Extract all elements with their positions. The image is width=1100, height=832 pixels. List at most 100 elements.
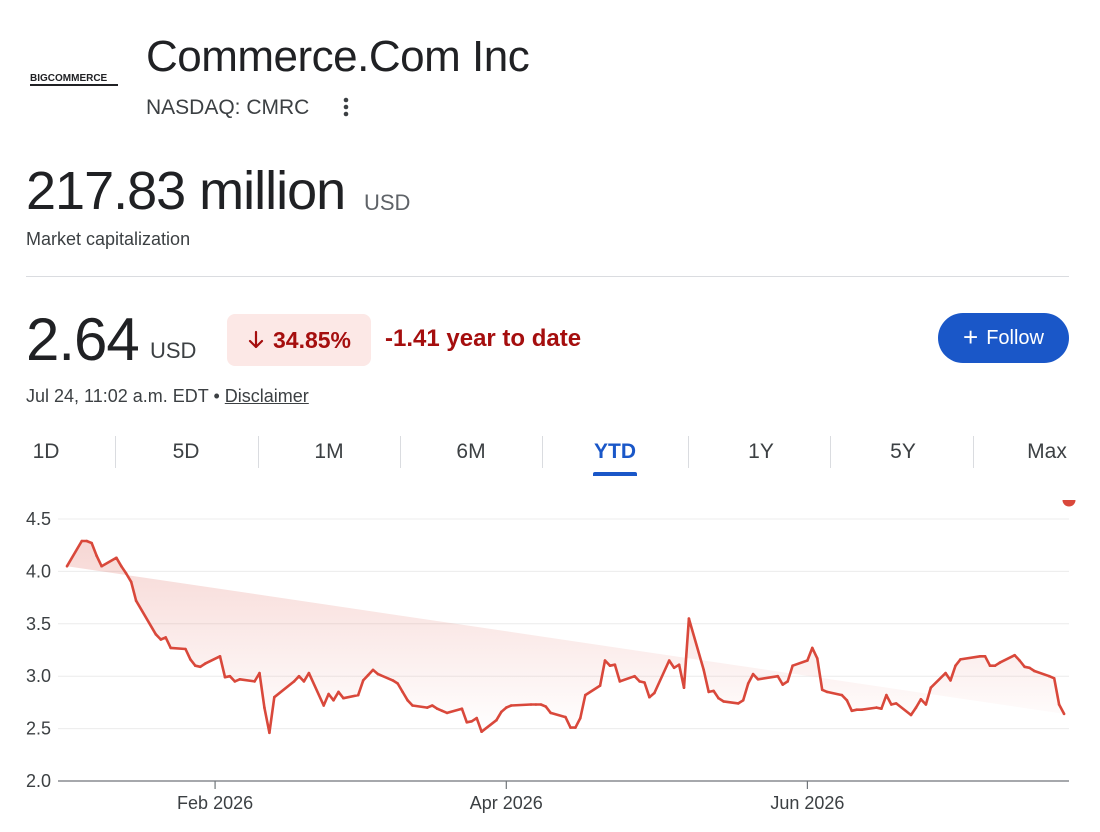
tab-1d[interactable]: 1D bbox=[26, 432, 66, 472]
tab-ytd[interactable]: YTD bbox=[586, 432, 644, 476]
price-point bbox=[376, 672, 380, 676]
price-point bbox=[816, 657, 819, 660]
price-point bbox=[366, 673, 370, 677]
price-point bbox=[944, 671, 947, 675]
more-options-icon[interactable] bbox=[336, 94, 356, 122]
price-point bbox=[1028, 666, 1031, 670]
price-point bbox=[993, 664, 997, 667]
price-point bbox=[342, 696, 345, 700]
price-point bbox=[855, 708, 859, 711]
price-point bbox=[361, 679, 365, 682]
price-point bbox=[998, 661, 1002, 664]
price-point bbox=[95, 554, 98, 557]
tab-5y[interactable]: 5Y bbox=[880, 432, 926, 472]
change-amount: -1.41 year to date bbox=[385, 325, 582, 352]
tab-separator bbox=[830, 436, 831, 468]
price-point bbox=[223, 675, 227, 679]
price-points bbox=[65, 500, 1071, 735]
price-point bbox=[292, 680, 296, 683]
price-point bbox=[781, 683, 784, 686]
tab-separator bbox=[688, 436, 689, 468]
change-percent: 34.85% bbox=[272, 326, 351, 353]
price-point bbox=[1052, 677, 1056, 680]
disclaimer-link[interactable]: Disclaimer bbox=[224, 386, 309, 406]
price-point bbox=[579, 716, 582, 720]
price-point bbox=[85, 539, 88, 543]
price-point bbox=[1048, 674, 1051, 678]
price-point bbox=[811, 646, 814, 650]
price-point bbox=[371, 668, 375, 672]
price-point bbox=[268, 731, 271, 735]
price-point bbox=[475, 716, 479, 720]
price-point bbox=[426, 706, 429, 709]
price-point bbox=[608, 664, 612, 667]
price-point bbox=[440, 709, 444, 713]
price-point bbox=[894, 702, 898, 705]
tab-label: 1D bbox=[32, 440, 60, 463]
price-point bbox=[574, 726, 577, 729]
price-point bbox=[978, 655, 982, 658]
price-point bbox=[411, 704, 414, 707]
plus-icon: + bbox=[963, 321, 979, 352]
price-point bbox=[983, 655, 987, 658]
market-cap-value: 217.83 million bbox=[26, 161, 346, 221]
price-point bbox=[65, 564, 69, 568]
price-point bbox=[500, 710, 503, 714]
tab-1m[interactable]: 1M bbox=[306, 432, 352, 472]
price-point bbox=[154, 633, 158, 636]
price-point bbox=[302, 680, 306, 683]
price-point bbox=[569, 726, 572, 729]
price-point bbox=[495, 718, 498, 722]
price-point bbox=[1018, 659, 1021, 662]
follow-button[interactable]: + Follow bbox=[938, 313, 1069, 363]
price-point bbox=[189, 658, 192, 661]
price-point bbox=[875, 706, 878, 709]
price-point bbox=[297, 674, 301, 678]
price-point bbox=[820, 688, 824, 692]
company-name: Commerce.Com Inc bbox=[146, 32, 530, 81]
price-point bbox=[435, 707, 439, 710]
price-point bbox=[470, 720, 474, 723]
price-point bbox=[648, 695, 651, 699]
price-point bbox=[633, 674, 636, 678]
price-point bbox=[120, 564, 123, 568]
price-point bbox=[327, 692, 330, 696]
price-point bbox=[776, 674, 780, 678]
tab-separator bbox=[542, 436, 543, 468]
price-point bbox=[401, 690, 404, 694]
price-point bbox=[737, 702, 740, 705]
price-point bbox=[687, 617, 691, 620]
change-badge: 34.85% bbox=[227, 314, 371, 366]
price-point bbox=[1013, 653, 1016, 657]
y-axis: 4.5 4.0 3.5 3.0 2.5 2.0 bbox=[26, 509, 51, 791]
price-point bbox=[1033, 669, 1036, 673]
price-point bbox=[564, 715, 567, 719]
price-point bbox=[949, 679, 952, 682]
arrow-down-icon bbox=[248, 330, 264, 349]
price-point bbox=[337, 690, 340, 694]
price-point bbox=[756, 678, 760, 681]
price-point bbox=[322, 704, 326, 707]
price-point bbox=[263, 706, 266, 709]
bigcommerce-logo-graphic: BIGCOMMERCE bbox=[30, 73, 118, 86]
price-point bbox=[603, 659, 607, 662]
price-chart[interactable]: 4.5 4.0 3.5 3.0 2.5 2.0 Feb 2026 Apr 2026 Jun 2… bbox=[0, 500, 1100, 832]
price-point bbox=[618, 680, 622, 683]
price-point bbox=[332, 699, 335, 702]
tab-label: 1M bbox=[314, 440, 344, 463]
price-point bbox=[598, 684, 602, 687]
price-point bbox=[194, 664, 197, 667]
x-tick-label: Apr 2026 bbox=[470, 793, 543, 813]
y-tick-label: 3.5 bbox=[26, 614, 51, 634]
tab-1y[interactable]: 1Y bbox=[738, 432, 784, 472]
company-logo: BIGCOMMERCE bbox=[30, 66, 120, 88]
price-point bbox=[1023, 665, 1026, 669]
tab-5d[interactable]: 5D bbox=[166, 432, 206, 472]
price-point bbox=[431, 704, 434, 707]
price-point bbox=[184, 647, 187, 651]
tab-6m[interactable]: 6M bbox=[448, 432, 494, 472]
price-point bbox=[509, 704, 513, 707]
tab-max[interactable]: Max bbox=[1022, 432, 1072, 472]
price-point bbox=[203, 662, 207, 665]
price-point bbox=[549, 711, 552, 715]
